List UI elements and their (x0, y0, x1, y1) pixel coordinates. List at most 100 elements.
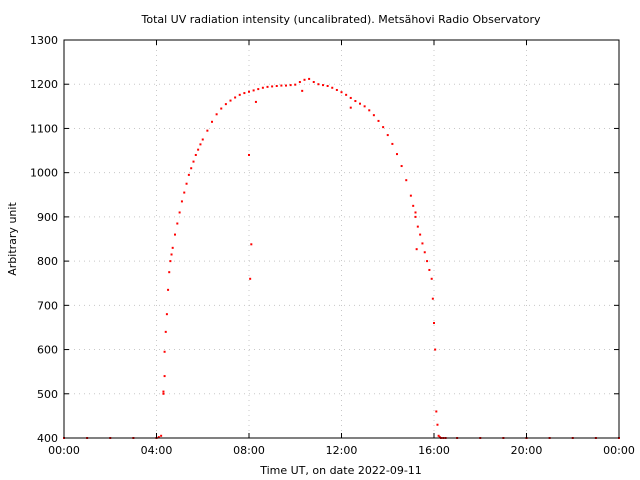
y-tick-label: 700 (37, 299, 58, 312)
y-tick-label: 1300 (30, 34, 58, 47)
data-point (224, 103, 227, 106)
data-point (386, 134, 389, 137)
data-point (206, 129, 209, 132)
y-tick-label: 1000 (30, 167, 58, 180)
y-tick-label: 500 (37, 388, 58, 401)
data-point (405, 179, 408, 182)
y-axis-label: Arbitrary unit (6, 202, 19, 276)
data-point (254, 100, 257, 103)
data-point (220, 107, 223, 110)
data-point (157, 436, 160, 439)
data-point (317, 83, 320, 86)
y-tick-label: 1200 (30, 78, 58, 91)
data-point (414, 211, 417, 214)
data-point (162, 390, 165, 393)
data-point (248, 153, 250, 156)
data-point (180, 200, 183, 203)
data-point (176, 222, 179, 225)
data-point (437, 434, 440, 437)
data-point (257, 88, 260, 91)
data-point (190, 167, 193, 170)
data-point (433, 322, 435, 325)
data-point (349, 106, 352, 109)
data-point (363, 105, 366, 108)
data-point (345, 93, 348, 96)
data-point (170, 253, 173, 256)
data-point (174, 233, 176, 236)
data-point (438, 436, 441, 439)
data-point (199, 143, 202, 146)
data-point (249, 277, 252, 280)
data-point (409, 194, 412, 197)
data-point (162, 392, 165, 395)
x-tick-label: 00:00 (603, 444, 635, 457)
data-point (382, 126, 385, 129)
data-point (250, 243, 253, 246)
data-points-layer (63, 77, 620, 439)
data-point (238, 93, 241, 96)
data-point (377, 119, 380, 122)
data-point (163, 375, 166, 378)
data-point (331, 86, 334, 89)
data-point (275, 84, 278, 87)
data-point (436, 423, 439, 426)
data-point (326, 84, 329, 87)
x-tick-label: 20:00 (511, 444, 543, 457)
data-point (322, 84, 324, 87)
y-tick-label: 1100 (30, 122, 58, 135)
data-point (178, 211, 181, 214)
data-point (431, 297, 434, 300)
data-point (183, 191, 186, 194)
data-point (396, 153, 398, 156)
data-point (194, 153, 197, 156)
data-point (416, 225, 419, 228)
x-axis-label: Time UT, on date 2022-09-11 (259, 464, 422, 477)
x-tick-label: 04:00 (141, 444, 173, 457)
data-point (430, 277, 433, 280)
data-point (197, 148, 200, 151)
data-point (171, 246, 174, 249)
data-point (280, 84, 283, 87)
data-point (234, 96, 237, 99)
data-point (415, 248, 418, 251)
data-point (163, 350, 166, 353)
data-point (294, 83, 297, 86)
x-tick-label: 16:00 (418, 444, 450, 457)
data-point (261, 86, 264, 89)
plot-frame (63, 39, 620, 439)
data-point (421, 242, 424, 245)
data-point (414, 215, 417, 218)
data-point (285, 84, 287, 87)
data-point (426, 260, 429, 263)
data-point (192, 160, 195, 163)
data-point (335, 88, 338, 91)
y-tick-label: 900 (37, 211, 58, 224)
data-point (168, 271, 171, 274)
data-point (201, 138, 204, 141)
data-point (185, 182, 188, 185)
data-point (229, 99, 232, 102)
data-point (215, 113, 218, 116)
data-point (167, 288, 170, 291)
data-point (428, 268, 431, 271)
data-point (400, 165, 403, 168)
y-tick-label: 800 (37, 255, 58, 268)
data-point (435, 410, 438, 413)
data-point (165, 313, 168, 316)
data-point (312, 81, 315, 84)
data-point (164, 330, 167, 333)
y-tick-label: 400 (37, 432, 58, 445)
data-point (368, 109, 371, 112)
data-point (301, 89, 304, 92)
ticks-layer: 00:00 04:00 08:00 12:00 16:00 20:00 00:0040050… (30, 34, 635, 457)
y-tick-label: 600 (37, 344, 58, 357)
data-point (349, 96, 352, 99)
chart-title: Total UV radiation intensity (uncalibrat… (141, 13, 541, 26)
grid-layer (64, 40, 619, 438)
data-point (419, 233, 422, 236)
data-point (252, 89, 255, 92)
data-point (391, 142, 394, 145)
data-point (340, 91, 343, 94)
data-point (359, 102, 361, 105)
